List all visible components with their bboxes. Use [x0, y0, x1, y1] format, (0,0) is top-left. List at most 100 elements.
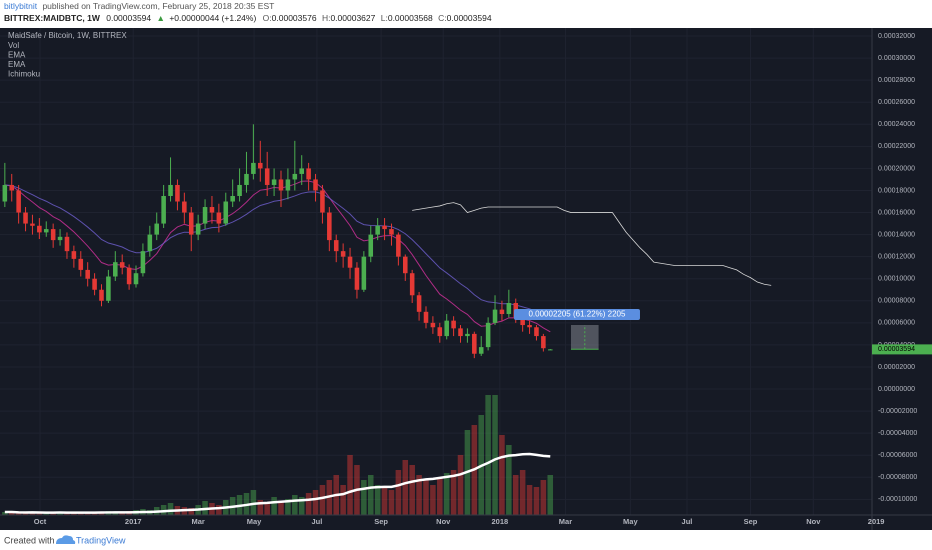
candle-body: [499, 309, 505, 315]
candle-body: [437, 327, 443, 337]
candle-body: [23, 212, 28, 224]
y-tick-label: -0.00010000: [878, 496, 917, 503]
candle-body: [161, 195, 166, 224]
footer-brand[interactable]: TradingView: [76, 535, 126, 545]
header-bg: [0, 0, 932, 28]
author[interactable]: bitlybitnit: [4, 1, 38, 11]
header-line: bitlybitnit published on TradingView.com…: [4, 1, 274, 11]
last-price-label: 0.00003594: [878, 346, 915, 353]
candle-body: [126, 267, 132, 285]
candle-body: [9, 184, 15, 191]
x-tick-label: Jul: [311, 517, 322, 526]
volume-bar: [416, 475, 422, 515]
candle-body: [216, 212, 222, 224]
volume-bar: [167, 503, 174, 515]
volume-bar: [312, 490, 319, 515]
volume-bar: [216, 505, 222, 515]
candle-body: [99, 289, 104, 301]
volume-bar: [430, 485, 436, 515]
y-tick-label: 0.00024000: [878, 121, 915, 128]
volume-bar: [402, 460, 409, 515]
candle-body: [396, 234, 401, 257]
quote-line: BITTREX:MAIDBTC, 1W 0.00003594 ▲ +0.0000…: [4, 13, 492, 23]
candle-body: [119, 262, 125, 268]
candle-body: [347, 256, 353, 268]
candle-body: [175, 184, 180, 202]
candle-body: [333, 240, 339, 252]
volume-bar: [188, 508, 195, 515]
volume-bar: [547, 475, 554, 515]
volume-bar: [381, 487, 388, 515]
l: 0.00003568: [388, 13, 433, 23]
y-tick-label: 0.00020000: [878, 165, 915, 172]
y-tick-label: -0.00008000: [878, 474, 917, 481]
x-tick-label: Nov: [436, 517, 451, 526]
arrow: ▲: [157, 13, 165, 23]
y-tick-label: -0.00004000: [878, 430, 917, 437]
ichimoku-line: [412, 202, 772, 286]
candle-body: [57, 236, 63, 241]
candle-body: [375, 225, 380, 235]
volume-bar: [492, 395, 498, 515]
y-tick-label: -0.00006000: [878, 452, 917, 459]
volume-bar: [526, 485, 533, 515]
candle-body: [209, 207, 215, 213]
candle-body: [541, 336, 546, 349]
chart-title: MaidSafe / Bitcoin, 1W, BITTREX: [8, 31, 127, 40]
candle-body: [527, 325, 532, 328]
candle-body: [306, 168, 311, 180]
candle-body: [472, 333, 477, 354]
candle-body: [133, 273, 139, 285]
volume-bar: [450, 470, 457, 515]
candle-body: [430, 322, 436, 328]
candle-body: [313, 179, 318, 191]
volume-bar: [533, 487, 540, 515]
candle-body: [50, 229, 56, 241]
logo: [56, 535, 76, 544]
y-tick-label: 0.00016000: [878, 209, 915, 216]
x-tick-label: Sep: [374, 517, 388, 526]
volume-bar: [437, 477, 443, 515]
candle-body: [382, 225, 387, 230]
l-label: L:: [381, 13, 388, 23]
volume-bar: [292, 495, 298, 515]
volume-bar: [540, 480, 547, 515]
y-tick-label: 0.00008000: [878, 298, 915, 305]
candle-body: [230, 195, 235, 202]
candle-body: [271, 179, 277, 185]
candle-body: [113, 262, 118, 277]
candle-body: [2, 184, 8, 202]
candle-body: [147, 234, 153, 252]
candle-body: [92, 278, 97, 290]
volume-bar: [361, 480, 367, 515]
x-tick-label: May: [247, 517, 262, 526]
candle-body: [506, 302, 512, 315]
candle-body: [244, 173, 249, 185]
volume-bar: [443, 473, 450, 515]
candle-body: [492, 309, 498, 323]
x-tick-label: Mar: [559, 517, 572, 526]
candle-body: [182, 201, 187, 213]
y-tick-label: 0.00014000: [878, 231, 915, 238]
y-tick-label: 0.00030000: [878, 55, 915, 62]
footer-bg: [0, 530, 932, 550]
volume-bar: [257, 500, 264, 515]
candle-body: [361, 256, 367, 290]
candle-body: [106, 276, 111, 301]
volume-ma: [4, 452, 551, 514]
candle-body: [354, 267, 360, 290]
x-tick-label: 2017: [125, 517, 142, 526]
volume-bar: [43, 513, 50, 515]
c: 0.00003594: [447, 13, 492, 23]
indicator-label: EMA: [8, 60, 26, 69]
volume-bar: [347, 455, 353, 515]
candle-body: [320, 190, 325, 213]
candle-body: [223, 201, 229, 224]
volume-bar: [264, 503, 270, 515]
candle-body: [237, 184, 242, 196]
last: 0.00003594: [106, 13, 151, 23]
candle-body: [278, 179, 284, 191]
candle-body: [478, 347, 484, 354]
volume-bar: [499, 435, 505, 515]
